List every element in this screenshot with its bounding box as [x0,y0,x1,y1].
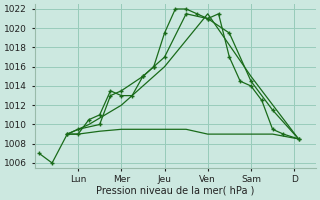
X-axis label: Pression niveau de la mer( hPa ): Pression niveau de la mer( hPa ) [96,186,254,196]
